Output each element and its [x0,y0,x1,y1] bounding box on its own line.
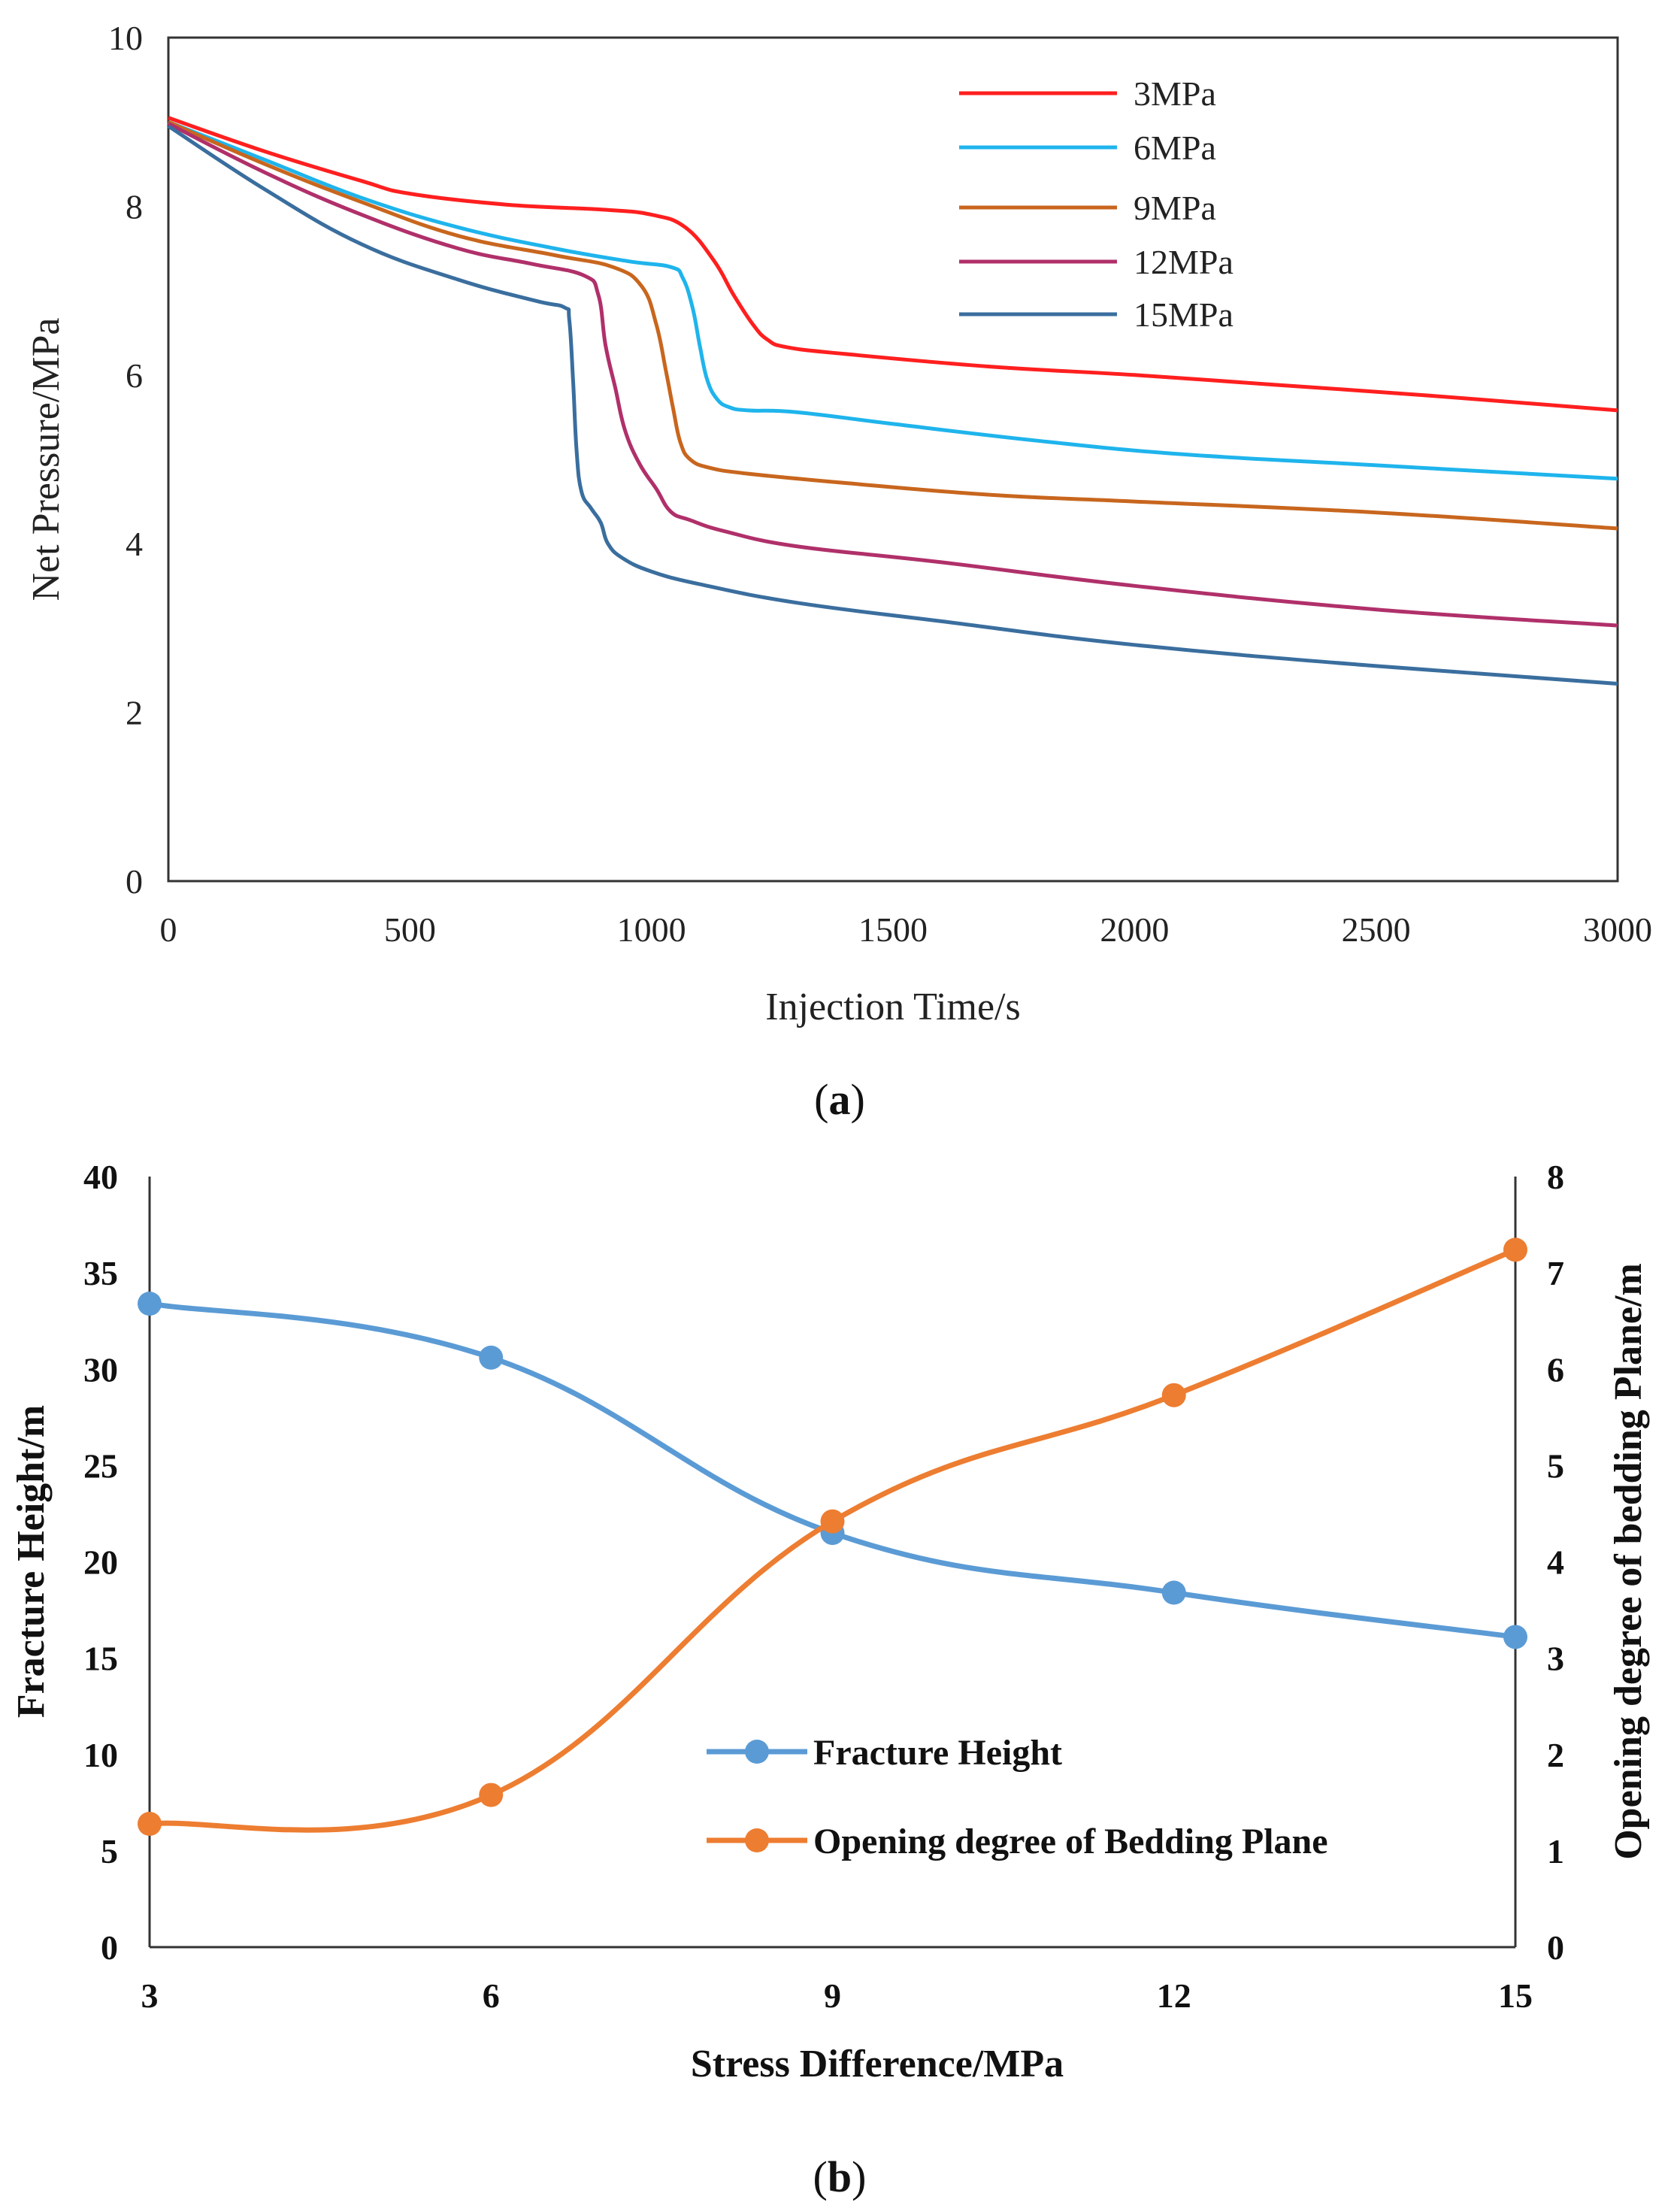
chart-b-ytick-label-right: 0 [1547,1928,1564,1967]
chart-b-xtick-label: 12 [1157,1976,1191,2015]
chart-b-ytick-label-left: 5 [101,1832,118,1870]
chart-b-series-line-fracture-height [149,1301,1516,1640]
chart-b-ytick-label-left: 10 [83,1736,118,1774]
chart-a-xtick-label: 0 [160,910,177,949]
chart-b-ytick-label-right: 1 [1547,1832,1564,1870]
chart-a-legend-label: 12MPa [1134,243,1234,281]
chart-a-series-line-12MPa [167,122,1618,628]
chart-b-ytick-label-left: 0 [101,1928,118,1967]
chart-b-point-opening-degree [138,1812,162,1836]
chart-a-plot-area [167,36,1619,883]
chart-b-legend: Fracture Height Opening degree of Bedding… [707,1733,1328,1861]
chart-a-series-line-3MPa [168,116,1618,413]
chart-b-ytick-label-left: 15 [83,1640,118,1678]
chart-a: 0 2 4 6 8 10 0 500 1000 1500 2000 2500 3000 Injecti… [25,19,1652,1124]
chart-b-xlabel: Stress Difference/MPa [691,2043,1064,2085]
chart-b-ytick-label-right: 8 [1547,1158,1564,1196]
chart-b-ytick-label-left: 25 [83,1446,118,1485]
chart-a-series-line-15MPa [167,124,1618,686]
chart-b-ylabel-right: Opening degree of bedding Plane/m [1607,1263,1650,1860]
chart-b-ytick-label-right: 5 [1547,1446,1564,1485]
chart-a-ytick-label: 10 [108,19,143,57]
caption-a-letter: a [829,1075,851,1124]
chart-b-legend-label: Opening degree of Bedding Plane [813,1822,1328,1861]
chart-b-point-fracture-height [479,1345,504,1370]
chart-a-xtick-label: 500 [384,910,436,949]
chart-a-legend-label: 6MPa [1134,129,1216,167]
chart-a-ytick-label: 4 [126,525,143,563]
caption-a: (a) [814,1075,865,1124]
chart-b-legend-label: Fracture Height [813,1733,1062,1773]
chart-b-point-opening-degree [479,1782,504,1807]
chart-b-ytick-label-left: 20 [83,1543,118,1582]
caption-b-letter: b [828,2152,852,2201]
chart-a-series-line-6MPa [168,120,1618,481]
chart-b-ytick-label-left: 35 [83,1254,118,1292]
chart-a-xtick-label: 2000 [1100,910,1169,949]
chart-b-ytick-label-right: 2 [1547,1736,1564,1774]
chart-b-point-opening-degree [1161,1383,1186,1407]
chart-b-xtick-label: 15 [1498,1976,1533,2015]
caption-a-open: ( [814,1075,828,1124]
chart-a-legend-label: 15MPa [1134,295,1234,334]
chart-b-xtick-label: 3 [141,1976,159,2015]
caption-b: (b) [813,2152,867,2201]
chart-b-point-fracture-height [138,1292,162,1316]
chart-a-ytick-label: 0 [126,862,143,901]
chart-a-ytick-label: 6 [126,356,143,395]
caption-a-close: ) [851,1075,865,1124]
chart-a-xtick-label: 1500 [858,910,928,949]
chart-a-ylabel: Net Pressure/MPa [25,318,68,601]
chart-b-legend-marker [745,1740,769,1764]
chart-b-point-fracture-height [1503,1625,1527,1649]
chart-b-ylabel-left: Fracture Height/m [10,1405,53,1718]
chart-b-point-opening-degree [820,1509,845,1534]
chart-a-xlabel: Injection Time/s [765,986,1020,1028]
chart-b-ytick-label-right: 7 [1547,1254,1564,1292]
chart-a-legend-label: 9MPa [1134,189,1216,227]
chart-b-ytick-label-right: 4 [1547,1543,1564,1582]
chart-a-xtick-label: 1000 [617,910,686,949]
chart-a-ytick-label: 2 [126,694,143,732]
chart-b-ytick-label-left: 40 [83,1158,118,1196]
caption-b-close: ) [852,2152,866,2201]
chart-b-ytick-label-left: 30 [83,1350,118,1389]
chart-a-xtick-label: 2500 [1342,910,1411,949]
chart-a-legend-label: 3MPa [1134,74,1216,113]
chart-b-xtick-label: 6 [483,1976,500,2015]
chart-b-point-opening-degree [1503,1237,1527,1262]
caption-b-open: ( [813,2152,828,2201]
chart-b-ytick-label-right: 6 [1547,1350,1564,1389]
chart-b-legend-marker [745,1828,769,1852]
chart-a-series-line-9MPa [168,120,1618,531]
chart-a-xtick-label: 3000 [1583,910,1652,949]
chart-a-ytick-label: 8 [126,187,143,226]
chart-b-xtick-label: 9 [824,1976,841,2015]
chart-b-point-fracture-height [1161,1580,1186,1605]
chart-b-ytick-label-right: 3 [1547,1640,1564,1678]
chart-a-legend: 3MPa 6MPa 9MPa 12MPa 15MPa [959,74,1234,334]
